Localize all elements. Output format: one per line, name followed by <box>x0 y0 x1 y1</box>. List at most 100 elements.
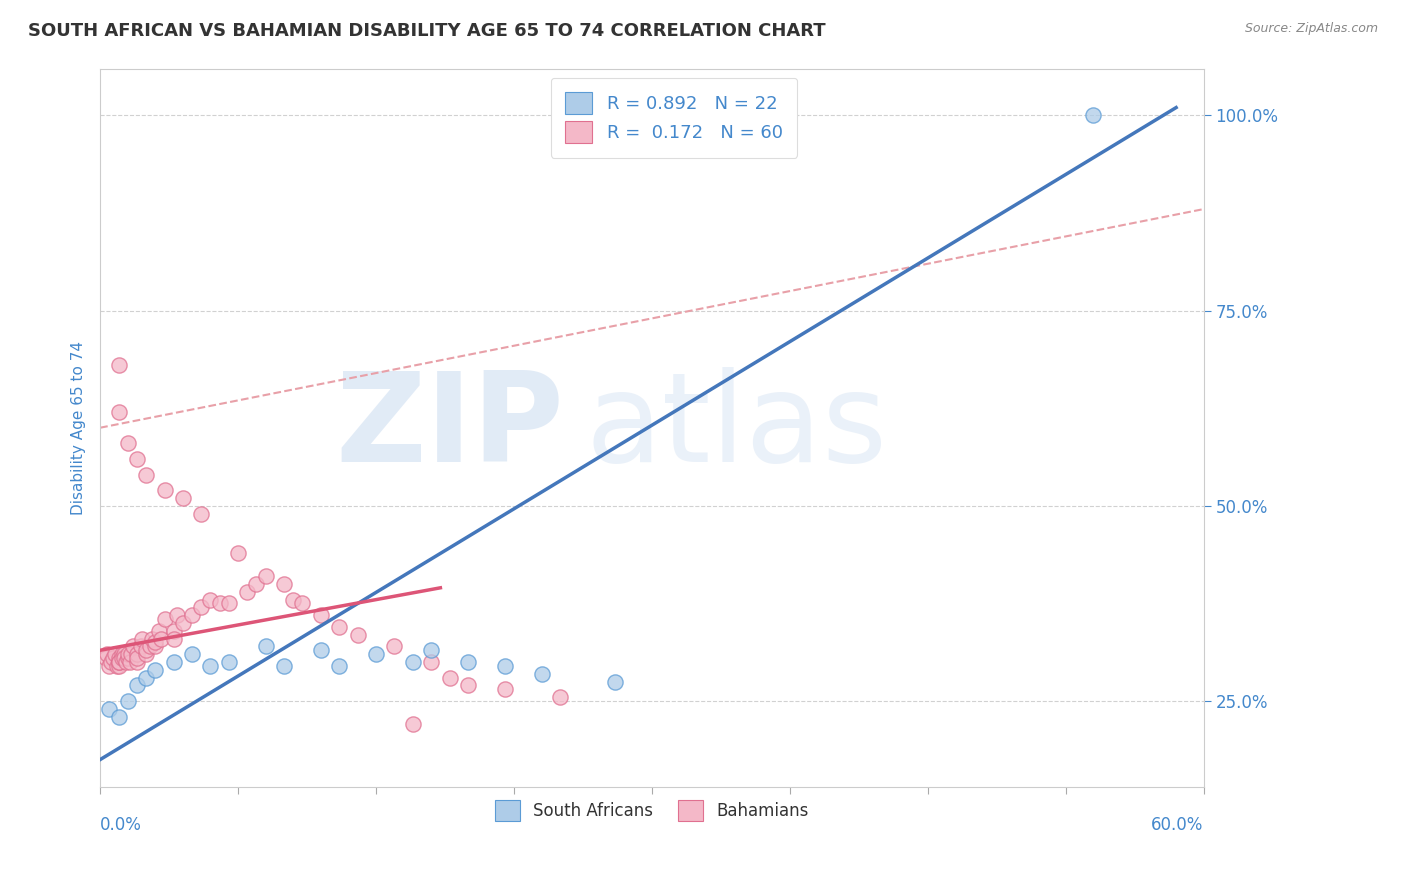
Point <box>107 405 129 419</box>
Text: ZIP: ZIP <box>335 368 564 488</box>
Legend: South Africans, Bahamians: South Africans, Bahamians <box>486 792 817 829</box>
Point <box>125 647 148 661</box>
Point <box>236 584 259 599</box>
Point <box>96 647 118 661</box>
Point <box>172 615 194 630</box>
Point <box>457 678 479 692</box>
Point <box>135 643 157 657</box>
Point <box>143 640 166 654</box>
Point <box>94 651 117 665</box>
Point <box>143 635 166 649</box>
Point <box>328 620 350 634</box>
Point <box>101 651 124 665</box>
Point <box>139 640 162 654</box>
Point <box>166 608 188 623</box>
Point <box>208 596 231 610</box>
Point <box>107 358 129 372</box>
Point <box>420 655 443 669</box>
Point <box>107 709 129 723</box>
Point <box>218 655 240 669</box>
Point <box>117 694 139 708</box>
Point <box>104 647 127 661</box>
Text: 60.0%: 60.0% <box>1152 815 1204 834</box>
Point <box>402 717 425 731</box>
Point <box>125 651 148 665</box>
Point <box>384 640 406 654</box>
Point <box>605 674 627 689</box>
Text: atlas: atlas <box>586 368 887 488</box>
Point <box>107 655 129 669</box>
Point <box>117 647 139 661</box>
Point <box>530 666 553 681</box>
Point <box>115 655 138 669</box>
Point <box>107 651 129 665</box>
Point <box>181 608 204 623</box>
Point <box>163 624 186 638</box>
Point <box>129 640 152 654</box>
Point <box>254 569 277 583</box>
Y-axis label: Disability Age 65 to 74: Disability Age 65 to 74 <box>72 341 86 515</box>
Point <box>100 655 122 669</box>
Point <box>135 671 157 685</box>
Point <box>291 596 314 610</box>
Point <box>346 627 368 641</box>
Point <box>163 655 186 669</box>
Point <box>153 483 176 498</box>
Point <box>218 596 240 610</box>
Point <box>190 600 212 615</box>
Point <box>107 655 129 669</box>
Point <box>328 659 350 673</box>
Point <box>200 592 222 607</box>
Point <box>273 659 295 673</box>
Point <box>135 647 157 661</box>
Point <box>226 546 249 560</box>
Point <box>548 690 571 705</box>
Point <box>135 467 157 482</box>
Point <box>148 624 170 638</box>
Point <box>254 640 277 654</box>
Point <box>117 436 139 450</box>
Point <box>111 647 134 661</box>
Point <box>273 577 295 591</box>
Point <box>131 632 153 646</box>
Point <box>163 632 186 646</box>
Point <box>439 671 461 685</box>
Point <box>112 647 135 661</box>
Point <box>309 643 332 657</box>
Point <box>190 507 212 521</box>
Point <box>420 643 443 657</box>
Text: Source: ZipAtlas.com: Source: ZipAtlas.com <box>1244 22 1378 36</box>
Point <box>111 651 134 665</box>
Point <box>181 647 204 661</box>
Point <box>105 659 128 673</box>
Point <box>122 640 145 654</box>
Point <box>125 655 148 669</box>
Point <box>149 632 172 646</box>
Point <box>117 651 139 665</box>
Point <box>112 651 135 665</box>
Point <box>494 659 516 673</box>
Point <box>118 655 141 669</box>
Point <box>143 663 166 677</box>
Point <box>309 608 332 623</box>
Point <box>107 655 129 669</box>
Point <box>153 612 176 626</box>
Point <box>1083 108 1105 122</box>
Point <box>107 659 129 673</box>
Point <box>141 632 163 646</box>
Point <box>98 702 121 716</box>
Point <box>125 678 148 692</box>
Point <box>457 655 479 669</box>
Text: 0.0%: 0.0% <box>100 815 142 834</box>
Point <box>125 452 148 467</box>
Point <box>283 592 305 607</box>
Point <box>402 655 425 669</box>
Point <box>245 577 267 591</box>
Point <box>364 647 387 661</box>
Point <box>494 682 516 697</box>
Point <box>200 659 222 673</box>
Point <box>120 647 142 661</box>
Point <box>98 659 121 673</box>
Text: SOUTH AFRICAN VS BAHAMIAN DISABILITY AGE 65 TO 74 CORRELATION CHART: SOUTH AFRICAN VS BAHAMIAN DISABILITY AGE… <box>28 22 825 40</box>
Point <box>172 491 194 505</box>
